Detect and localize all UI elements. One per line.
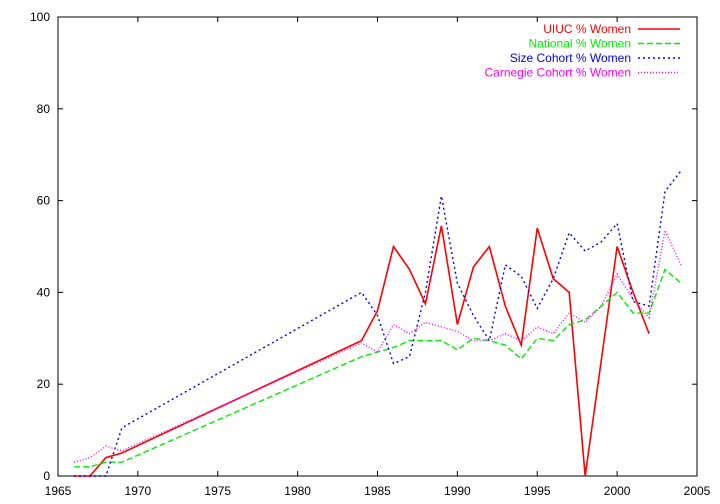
plot-frame <box>57 16 698 477</box>
series-line-carnegie-cohort-pct-women <box>73 228 682 463</box>
x-tick-label: 1970 <box>125 484 152 498</box>
legend-label-uiuc-pct-women: UIUC % Women <box>543 22 631 36</box>
legend-label-size-cohort-pct-women: Size Cohort % Women <box>510 51 631 65</box>
legend-label-carnegie-cohort-pct-women: Carnegie Cohort % Women <box>484 66 631 80</box>
y-tick-label: 0 <box>43 469 50 483</box>
series-line-uiuc-pct-women <box>73 225 650 477</box>
x-tick-label: 2005 <box>684 484 711 498</box>
y-tick-label: 40 <box>37 285 51 299</box>
y-tick-label: 20 <box>37 377 51 391</box>
series-line-size-cohort-pct-women <box>73 170 682 477</box>
x-tick-label: 1990 <box>444 484 471 498</box>
series-line-national-pct-women <box>73 268 682 468</box>
series-lines <box>73 170 682 477</box>
x-tick-label: 2000 <box>604 484 631 498</box>
x-tick-label: 1980 <box>284 484 311 498</box>
x-tick-label: 1995 <box>524 484 551 498</box>
axis-ticks <box>57 16 698 477</box>
y-tick-label: 60 <box>37 194 51 208</box>
x-tick-label: 1965 <box>45 484 72 498</box>
y-axis-tick-labels: 0 20 40 60 80 100 <box>30 10 50 483</box>
y-tick-label: 100 <box>30 10 50 24</box>
x-axis-tick-labels: 1965 1970 1975 1980 1985 1990 1995 2000 2005 <box>45 484 711 498</box>
x-tick-label: 1975 <box>204 484 231 498</box>
legend-label-national-pct-women: National % Women <box>529 37 632 51</box>
x-tick-label: 1985 <box>364 484 391 498</box>
y-tick-label: 80 <box>37 102 51 116</box>
